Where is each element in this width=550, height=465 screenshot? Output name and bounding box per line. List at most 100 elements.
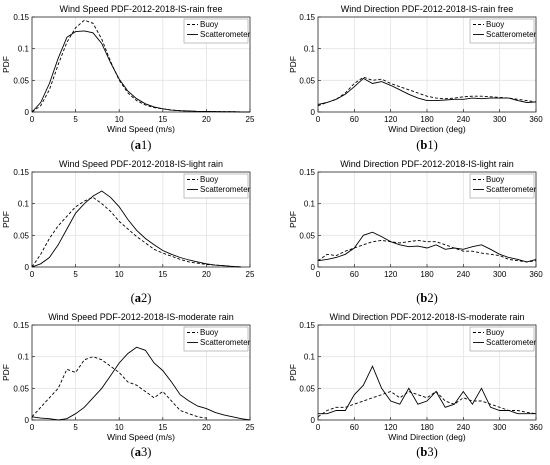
panel-caption: (a3): [131, 445, 152, 459]
legend-box: [469, 326, 535, 352]
series-line-buoy: [31, 196, 242, 268]
y-tick-label: 0.1: [18, 353, 30, 362]
x-tick-label: 300: [493, 270, 507, 279]
y-tick-label: 0.05: [299, 384, 315, 393]
x-tick-label: 15: [158, 115, 167, 124]
x-tick-label: 20: [202, 423, 211, 432]
y-tick-label: 0.1: [304, 45, 316, 54]
y-tick-label: 0.15: [13, 13, 29, 22]
chart-title: Wind Direction PDF-2012-2018-IS-moderate…: [329, 312, 524, 322]
x-tick-label: 0: [316, 270, 321, 279]
x-tick-label: 25: [246, 423, 255, 432]
legend-label: Buoy: [200, 328, 218, 337]
subplot-a3: 0 5 10 15 20 25 0 0.05 0.1 0.15 Wind Speed PDF-201…: [1, 312, 255, 459]
series-line-scatterometer: [31, 346, 251, 421]
legend-label: Scatterometer: [486, 185, 537, 194]
x-tick-label: 240: [457, 115, 471, 124]
legend-label: Buoy: [486, 20, 504, 29]
x-tick-label: 360: [529, 423, 543, 432]
subplot-b1: 0 60 120 180 240 300 360 0 0.05 0.1 0.15 Wind Direc…: [288, 4, 543, 152]
x-tick-label: 60: [350, 270, 359, 279]
legend-label: Buoy: [486, 328, 504, 337]
y-tick-label: 0.15: [299, 321, 315, 330]
x-tick-label: 25: [246, 270, 255, 279]
series-line-scatterometer: [318, 365, 536, 415]
x-tick-label: 120: [384, 423, 398, 432]
legend-box: [469, 173, 535, 199]
x-tick-label: 180: [420, 270, 434, 279]
legend-label: Buoy: [200, 175, 218, 184]
legend-label: Buoy: [200, 20, 218, 29]
y-axis-label: PDF: [1, 364, 11, 381]
chart-title: Wind Direction PDF-2012-2018-IS-light ra…: [340, 159, 514, 169]
y-tick-label: 0.1: [18, 45, 30, 54]
axes-frame: [31, 16, 251, 113]
x-axis-label: Wind Speed (m/s): [107, 124, 175, 134]
x-tick-label: 20: [202, 115, 211, 124]
y-axis-label: PDF: [288, 364, 298, 381]
y-tick-label: 0: [311, 416, 316, 425]
panel-caption: (a1): [131, 138, 152, 152]
series-line-scatterometer: [31, 30, 251, 113]
y-tick-label: 0.05: [13, 384, 29, 393]
y-tick-label: 0: [25, 263, 30, 272]
y-tick-label: 0.15: [13, 168, 29, 177]
x-tick-label: 0: [30, 270, 35, 279]
x-tick-label: 5: [73, 115, 78, 124]
y-axis-label: PDF: [1, 56, 11, 73]
chart-title: Wind Speed PDF-2012-2018-IS-rain free: [59, 4, 222, 14]
series-line-scatterometer: [317, 77, 537, 105]
x-tick-label: 60: [350, 115, 359, 124]
legend-label: Scatterometer: [486, 338, 537, 347]
x-tick-label: 20: [202, 270, 211, 279]
x-axis-label: Wind Speed (m/s): [107, 432, 175, 442]
subplot-b3: 0 60 120 180 240 300 360 0 0.05 0.1 0.15 Wind Direc…: [288, 312, 543, 459]
chart-title: Wind Direction PDF-2012-2018-IS-rain fre…: [341, 4, 514, 14]
chart-title: Wind Speed PDF-2012-2018-IS-moderate rai…: [48, 312, 234, 322]
x-tick-label: 360: [529, 270, 543, 279]
legend-box: [183, 326, 249, 352]
x-tick-label: 25: [246, 115, 255, 124]
legend-label: Scatterometer: [200, 338, 251, 347]
legend-box: [469, 18, 535, 44]
panel-caption: (b1): [416, 138, 438, 152]
x-tick-label: 180: [420, 423, 434, 432]
x-tick-label: 180: [420, 115, 434, 124]
x-tick-label: 15: [158, 423, 167, 432]
subplot-a2: 0 5 10 15 20 25 0 0.05 0.1 0.15 Wind Speed PDF-201…: [1, 159, 255, 305]
legend-label: Buoy: [486, 175, 504, 184]
y-tick-label: 0.15: [299, 13, 315, 22]
series-line-buoy: [317, 390, 537, 418]
y-tick-label: 0: [25, 108, 30, 117]
x-tick-label: 240: [457, 423, 471, 432]
y-tick-label: 0.1: [304, 353, 316, 362]
x-tick-label: 10: [115, 115, 124, 124]
x-tick-label: 0: [316, 115, 321, 124]
panel-caption: (b3): [416, 445, 438, 459]
y-tick-label: 0.05: [299, 76, 315, 85]
x-tick-label: 0: [316, 423, 321, 432]
x-tick-label: 120: [384, 115, 398, 124]
chart-title: Wind Speed PDF-2012-2018-IS-light rain: [59, 159, 223, 169]
legend-label: Scatterometer: [200, 185, 251, 194]
x-axis-label: Wind Direction (deg): [388, 432, 466, 442]
axes-frame: [31, 171, 251, 268]
x-axis-label: Wind Direction (deg): [388, 124, 466, 134]
series-line-scatterometer: [317, 231, 537, 263]
x-tick-label: 0: [30, 115, 35, 124]
series-line-buoy: [31, 356, 207, 419]
y-tick-label: 0.15: [13, 321, 29, 330]
y-tick-label: 0.05: [299, 231, 315, 240]
legend-box: [183, 173, 249, 199]
series-line-buoy: [317, 76, 537, 107]
x-tick-label: 300: [493, 115, 507, 124]
y-tick-label: 0.05: [13, 231, 29, 240]
series-line-scatterometer: [31, 190, 242, 268]
